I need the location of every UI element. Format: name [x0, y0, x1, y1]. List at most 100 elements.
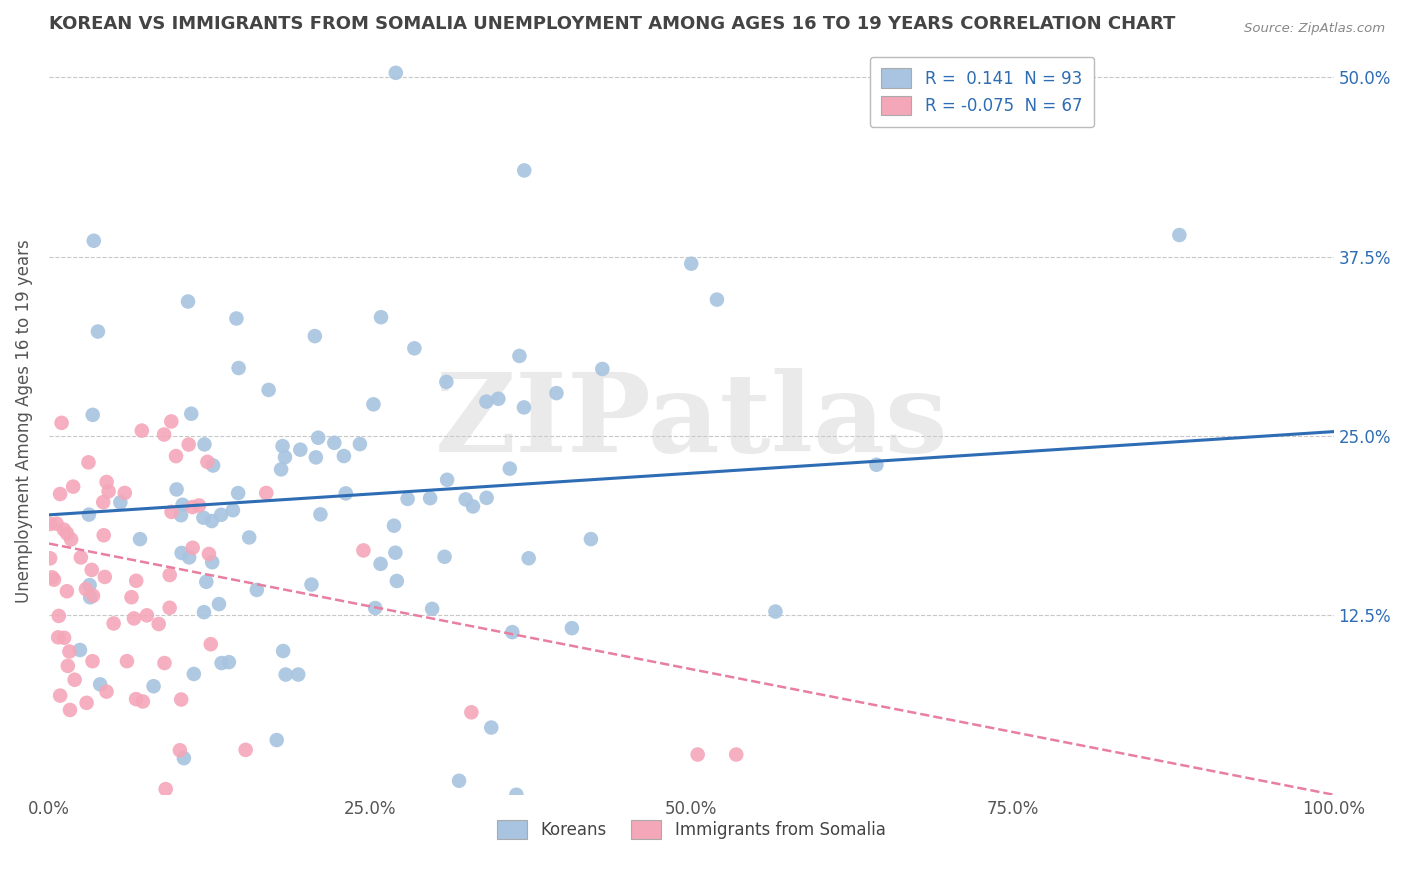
Point [436, 473, 458, 487]
Point [45, 516, 67, 531]
Point [235, 743, 257, 757]
Point [591, 362, 613, 376]
Point [579, 532, 602, 546]
Point [49, 689, 72, 703]
Point [222, 503, 245, 517]
Point [333, 449, 356, 463]
Point [153, 656, 176, 670]
Y-axis label: Unemployment Among Ages 16 to 19 years: Unemployment Among Ages 16 to 19 years [15, 240, 32, 604]
Point [404, 342, 426, 356]
Point [170, 692, 193, 706]
Point [63, 673, 86, 687]
Point [385, 66, 408, 80]
Point [52, 523, 75, 537]
Point [125, 692, 148, 706]
Point [41, 570, 63, 584]
Point [198, 547, 221, 561]
Point [56, 659, 79, 673]
Point [42, 573, 65, 587]
Point [238, 531, 260, 545]
Point [225, 311, 247, 326]
Point [486, 392, 509, 406]
Point [304, 329, 326, 343]
Point [352, 543, 374, 558]
Point [93, 528, 115, 542]
Point [180, 407, 202, 421]
Point [39, 551, 62, 566]
Point [349, 437, 371, 451]
Point [160, 505, 183, 519]
Point [96, 475, 118, 489]
Point [69, 550, 91, 565]
Point [82, 589, 104, 603]
Point [58, 644, 80, 658]
Point [193, 510, 215, 524]
Point [114, 486, 136, 500]
Point [370, 557, 392, 571]
Point [79, 591, 101, 605]
Point [56, 584, 79, 599]
Point [765, 605, 787, 619]
Point [725, 747, 748, 762]
Point [202, 458, 225, 473]
Point [160, 414, 183, 428]
Point [131, 424, 153, 438]
Point [97, 484, 120, 499]
Point [193, 605, 215, 619]
Point [110, 495, 132, 509]
Point [125, 574, 148, 588]
Point [122, 611, 145, 625]
Point [103, 616, 125, 631]
Point [461, 500, 484, 514]
Point [305, 450, 328, 465]
Point [364, 601, 387, 615]
Point [384, 546, 406, 560]
Point [475, 394, 498, 409]
Point [177, 294, 200, 309]
Point [94, 570, 117, 584]
Point [561, 621, 583, 635]
Point [82, 408, 104, 422]
Point [382, 518, 405, 533]
Point [177, 437, 200, 451]
Point [270, 462, 292, 476]
Point [290, 442, 312, 457]
Point [201, 514, 224, 528]
Point [89, 677, 111, 691]
Point [396, 491, 419, 506]
Point [209, 508, 232, 522]
Point [135, 608, 157, 623]
Point [301, 577, 323, 591]
Point [77, 508, 100, 522]
Point [173, 751, 195, 765]
Point [46, 630, 69, 644]
Point [197, 455, 219, 469]
Point [193, 437, 215, 451]
Point [181, 541, 204, 555]
Point [87, 325, 110, 339]
Point [48, 608, 70, 623]
Point [39, 516, 62, 531]
Point [53, 631, 76, 645]
Point [91, 495, 114, 509]
Point [79, 578, 101, 592]
Point [170, 508, 193, 523]
Point [76, 696, 98, 710]
Point [363, 397, 385, 411]
Point [195, 574, 218, 589]
Point [172, 498, 194, 512]
Point [1168, 227, 1191, 242]
Point [226, 486, 249, 500]
Point [170, 546, 193, 560]
Point [56, 526, 79, 541]
Point [166, 483, 188, 497]
Point [60, 533, 83, 547]
Legend: Koreans, Immigrants from Somalia: Koreans, Immigrants from Somalia [491, 814, 893, 847]
Point [323, 435, 346, 450]
Point [420, 602, 443, 616]
Point [271, 644, 294, 658]
Text: KOREAN VS IMMIGRANTS FROM SOMALIA UNEMPLOYMENT AMONG AGES 16 TO 19 YEARS CORRELA: KOREAN VS IMMIGRANTS FROM SOMALIA UNEMPL… [49, 15, 1175, 33]
Point [132, 694, 155, 708]
Point [200, 637, 222, 651]
Point [188, 499, 211, 513]
